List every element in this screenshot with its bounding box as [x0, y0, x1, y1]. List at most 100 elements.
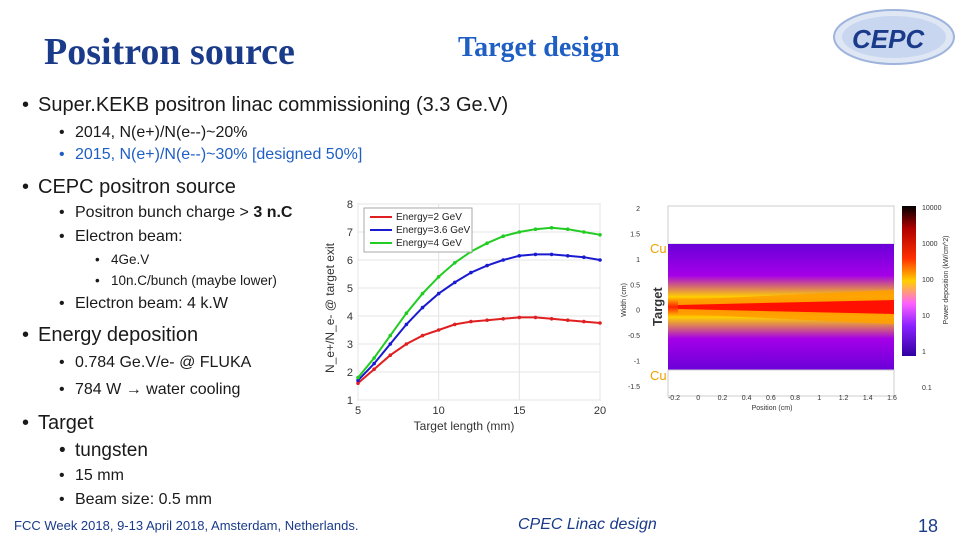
chart-point: [485, 263, 489, 268]
heatmap-ytick-label: 1: [636, 257, 640, 264]
chart-point: [517, 315, 522, 320]
heatmap-cu-bottom: [667, 369, 895, 397]
heatmap-colorbar: [902, 206, 916, 356]
title-band: [0, 0, 960, 80]
chart-ylabel: N_e+/N_e- @ target exit: [323, 242, 337, 373]
heatmap-xtick-label: 0.4: [742, 395, 752, 402]
heatmap-ytick-label: -1: [634, 359, 640, 366]
colorbar-tick-label: 10000: [922, 205, 942, 212]
heatmap-ytick-label: -0.5: [628, 333, 640, 340]
chart-point: [549, 252, 554, 257]
label-cu-top: Cu: [650, 241, 667, 256]
heatmap-xtick-label: -0.2: [668, 395, 680, 402]
heatmap-ytick-label: -1.5: [628, 384, 640, 391]
heatmap-xtick-label: 1: [817, 395, 821, 402]
chart-point: [404, 342, 409, 346]
heatmap-xtick-label: 0.6: [766, 395, 776, 402]
chart-ytick-label: 2: [347, 367, 353, 379]
heatmap-xtick-label: 0.2: [718, 395, 728, 402]
power-text: 784 W: [75, 381, 126, 398]
chart-point: [565, 318, 570, 322]
colorbar-tick-label: 100: [922, 277, 934, 284]
chart-ytick-label: 4: [347, 311, 353, 323]
chart-xtick-label: 20: [594, 405, 606, 417]
heatmap-xtick-label: 0: [696, 395, 700, 402]
chart-point: [501, 317, 505, 321]
heatmap-ylabel: Width (cm): [621, 283, 628, 317]
label-cu-bottom: Cu: [650, 368, 667, 383]
logo-text: CEPC: [852, 24, 925, 54]
chart-point: [549, 317, 554, 321]
chart-point: [598, 321, 602, 325]
colorbar-tick-label: 10: [922, 313, 930, 320]
bullet-2015: 2015, N(e+)/N(e--)~30% [designed 50%]: [59, 146, 362, 164]
chart-point: [582, 319, 586, 324]
footer-conference: FCC Week 2018, 9-13 April 2018, Amsterda…: [14, 518, 359, 533]
heatmap-xtick-label: 1.6: [887, 395, 897, 402]
chart-ytick-label: 7: [347, 227, 353, 239]
chart-ytick-label: 5: [347, 283, 353, 295]
heatmap-xlabel: Position (cm): [752, 405, 793, 412]
colorbar-tick-label: 0.1: [922, 385, 932, 392]
chart-point: [372, 361, 376, 366]
chart-point: [436, 275, 441, 279]
chart-point: [356, 381, 360, 385]
chart-point: [565, 227, 570, 231]
chart-point: [517, 254, 522, 258]
heatmap-xtick-label: 0.8: [790, 395, 800, 402]
heatmap-ytick-label: 0: [636, 308, 640, 315]
bullet-bunch-charge: Positron bunch charge > 3 n.C: [59, 204, 293, 222]
bunch-charge-text: Positron bunch charge >: [75, 204, 254, 221]
chart-point: [453, 261, 457, 265]
page-subtitle: Target design: [458, 32, 620, 63]
label-target: Target: [650, 287, 665, 326]
chart-point: [436, 291, 441, 296]
chart-point: [420, 291, 425, 296]
chart-xtick-label: 15: [513, 405, 525, 417]
bullet-2014: 2014, N(e+)/N(e--)~20%: [59, 124, 247, 142]
chart-point: [388, 342, 393, 346]
chart-point: [501, 234, 505, 238]
chart-point: [533, 227, 538, 231]
chart-point: [372, 356, 376, 360]
bullet-water-cooling: 784 W → water cooling: [59, 381, 241, 399]
chart-point: [356, 378, 360, 383]
bunch-charge-value: 3 n.C: [253, 204, 293, 221]
arrow-right-icon: →: [125, 381, 142, 398]
chart-ytick-label: 6: [347, 255, 353, 267]
bullet-10nc: 10n.C/bunch (maybe lower): [95, 273, 277, 288]
chart-point: [598, 233, 602, 237]
chart-ytick-label: 3: [347, 339, 353, 351]
chart-point: [420, 333, 425, 338]
bullet-superkekb: Super.KEKB positron linac commissioning …: [22, 94, 508, 117]
heatmap-ytick-label: 0.5: [630, 282, 640, 289]
chart-ytick-label: 8: [347, 199, 353, 211]
chart-point: [485, 241, 489, 245]
bullet-target: Target: [22, 412, 93, 435]
bullet-beam-size: Beam size: 0.5 mm: [59, 491, 212, 509]
cooling-text: water cooling: [141, 381, 241, 398]
chart-xtick-label: 5: [355, 405, 361, 417]
chart-point: [404, 311, 409, 315]
chart-point: [469, 319, 473, 324]
chart-point: [453, 280, 457, 285]
chart-point: [388, 353, 393, 357]
colorbar-tick-label: 1: [922, 349, 926, 356]
bullet-fluka: 0.784 Ge.V/e- @ FLUKA: [59, 354, 251, 372]
heatmap-ytick-label: 1.5: [630, 231, 640, 238]
chart-legend-label: Energy=4 GeV: [396, 238, 462, 249]
chart-point: [533, 315, 538, 320]
chart-point: [453, 322, 457, 327]
heatmap-xtick-label: 1.4: [863, 395, 873, 402]
footer-topic: CPEC Linac design: [518, 516, 657, 533]
yield-line-chart: 1 2 3 4 5 6 7 8 5 10 15 20 Energy=2 GeV Energy=3.6 G…: [323, 199, 606, 433]
heatmap-beam-hot: [678, 300, 894, 314]
chart-point: [582, 230, 586, 234]
bullet-4gev: 4Ge.V: [95, 252, 149, 267]
colorbar-tick-label: 1000: [922, 241, 938, 248]
bullet-electron-power: Electron beam: 4 k.W: [59, 295, 228, 313]
chart-point: [501, 258, 505, 262]
chart-point: [372, 367, 376, 371]
chart-point: [517, 230, 522, 234]
chart-ytick-label: 1: [347, 395, 353, 407]
